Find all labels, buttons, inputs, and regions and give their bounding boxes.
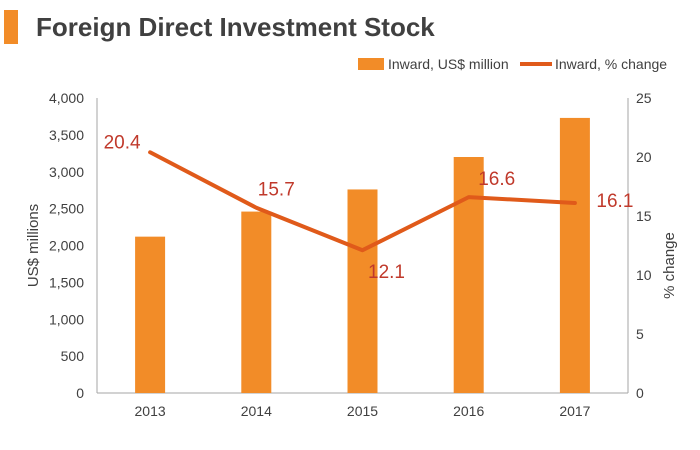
y2-tick-label: 15 [636,208,652,224]
y-tick-label: 3,500 [49,127,84,143]
bar [135,236,166,393]
y-tick-label: 1,000 [49,311,84,327]
y-axis-title: US$ millions [25,204,42,287]
y-tick-label: 4,000 [49,90,84,106]
y-tick-label: 500 [61,348,85,364]
bar [241,211,272,393]
line-data-label: 20.4 [104,132,141,153]
y-tick-label: 0 [76,385,84,401]
y-tick-label: 2,500 [49,201,84,217]
y2-tick-label: 5 [636,326,644,342]
y2-axis-title: % change [661,232,678,299]
title-accent-bar [4,10,18,44]
y-tick-label: 3,000 [49,164,84,180]
line-data-label: 16.6 [478,169,515,190]
y-tick-label: 1,500 [49,274,84,290]
x-tick-label: 2017 [559,403,590,419]
legend-label-line: Inward, % change [555,56,667,72]
y2-tick-label: 25 [636,90,652,106]
x-tick-label: 2013 [135,403,166,419]
y2-tick-label: 10 [636,267,652,283]
x-tick-label: 2015 [347,403,378,419]
chart-title: Foreign Direct Investment Stock [36,12,435,42]
bar [453,157,484,393]
line-data-label: 15.7 [258,180,295,201]
y-tick-label: 2,000 [49,238,84,254]
x-tick-label: 2014 [241,403,272,419]
line-data-label: 12.1 [368,262,405,283]
y2-tick-label: 0 [636,385,644,401]
x-tick-label: 2016 [453,403,484,419]
line-data-label: 16.1 [596,191,633,212]
legend-label-bar: Inward, US$ million [388,56,509,72]
bar [559,117,590,393]
line-series [148,150,577,253]
bar [347,189,378,393]
y2-tick-label: 20 [636,149,652,165]
legend-swatch-bar [358,58,384,70]
